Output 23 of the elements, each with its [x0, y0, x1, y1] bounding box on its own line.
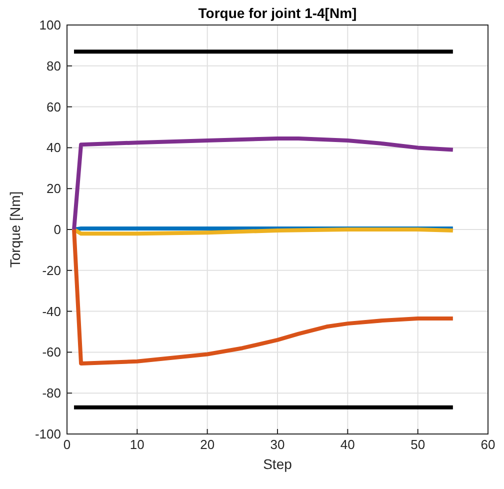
y-tick-label: 100 — [39, 18, 61, 32]
y-tick-label: -60 — [42, 344, 61, 360]
x-tick-label: 0 — [63, 437, 71, 452]
line-series — [72, 136, 455, 232]
x-tick-label: 40 — [340, 437, 355, 452]
y-tick-label: 40 — [46, 140, 61, 156]
x-axis-title: Step — [263, 456, 292, 472]
chart-title: Torque for joint 1-4[Nm] — [198, 5, 357, 21]
y-tick-label: 20 — [46, 181, 61, 196]
x-tick-label: 60 — [480, 437, 496, 452]
x-tick-label: 50 — [410, 437, 426, 452]
line-series — [72, 228, 455, 366]
x-tick-label: 30 — [270, 437, 285, 452]
y-tick-label: 80 — [46, 58, 61, 74]
y-tick-label: 60 — [46, 99, 61, 114]
x-tick-label: 10 — [130, 437, 144, 452]
y-axis-title: Torque [Nm] — [7, 191, 23, 268]
y-tick-label: -80 — [42, 386, 61, 401]
y-tick-label: 0 — [54, 222, 61, 237]
y-tick-label: -20 — [42, 262, 61, 278]
x-tick-label: 20 — [200, 437, 215, 452]
y-tick-label: -100 — [34, 426, 61, 442]
y-tick-label: -40 — [42, 304, 61, 319]
